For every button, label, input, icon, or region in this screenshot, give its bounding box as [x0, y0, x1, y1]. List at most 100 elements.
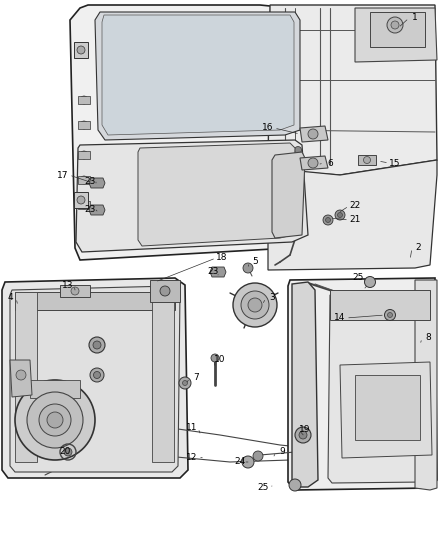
Text: 25: 25: [352, 272, 364, 281]
Circle shape: [289, 479, 301, 491]
Circle shape: [308, 129, 318, 139]
Circle shape: [80, 176, 88, 184]
Circle shape: [248, 298, 262, 312]
Text: 7: 7: [193, 374, 199, 383]
Text: 20: 20: [59, 448, 71, 456]
Circle shape: [89, 337, 105, 353]
Bar: [358, 155, 376, 165]
Bar: [74, 42, 88, 58]
Polygon shape: [89, 205, 105, 215]
Bar: [370, 12, 425, 47]
Circle shape: [294, 216, 301, 223]
Text: 14: 14: [334, 313, 346, 322]
Polygon shape: [292, 282, 318, 487]
Circle shape: [77, 46, 85, 54]
Circle shape: [93, 372, 100, 378]
Text: 3: 3: [269, 294, 275, 303]
Text: 19: 19: [299, 425, 311, 434]
Bar: [78, 201, 90, 209]
Circle shape: [388, 312, 392, 318]
Circle shape: [243, 263, 253, 273]
Circle shape: [242, 456, 254, 468]
Bar: [78, 151, 90, 159]
Text: 18: 18: [216, 254, 228, 262]
Circle shape: [391, 21, 399, 29]
Text: 4: 4: [7, 294, 13, 303]
Text: 11: 11: [186, 424, 198, 432]
Bar: [60, 285, 90, 297]
Polygon shape: [76, 140, 308, 252]
Circle shape: [385, 310, 396, 320]
Circle shape: [71, 287, 79, 295]
Circle shape: [80, 201, 88, 209]
Circle shape: [233, 283, 277, 327]
Circle shape: [93, 341, 101, 349]
Circle shape: [308, 158, 318, 168]
Polygon shape: [340, 362, 432, 458]
Polygon shape: [2, 278, 188, 478]
Bar: [330, 290, 430, 320]
Circle shape: [335, 210, 345, 220]
Text: 16: 16: [262, 124, 274, 133]
Circle shape: [364, 157, 371, 164]
Text: 23: 23: [84, 177, 95, 187]
Text: 22: 22: [350, 201, 360, 211]
Circle shape: [253, 451, 263, 461]
Circle shape: [39, 404, 71, 436]
Circle shape: [64, 448, 72, 456]
Circle shape: [323, 215, 333, 225]
Text: 23: 23: [84, 206, 95, 214]
Polygon shape: [300, 156, 328, 170]
Text: 17: 17: [57, 171, 69, 180]
Bar: [74, 192, 88, 208]
Text: 10: 10: [214, 356, 226, 365]
Bar: [15, 292, 37, 462]
Circle shape: [364, 277, 375, 287]
Circle shape: [77, 196, 85, 204]
Polygon shape: [272, 152, 305, 238]
Polygon shape: [10, 360, 32, 397]
Text: 24: 24: [234, 457, 246, 466]
Bar: [30, 380, 80, 398]
Circle shape: [179, 377, 191, 389]
Circle shape: [15, 380, 95, 460]
Bar: [355, 375, 420, 440]
Bar: [78, 96, 90, 104]
Polygon shape: [288, 278, 437, 490]
Circle shape: [211, 354, 219, 362]
Bar: [78, 121, 90, 129]
Polygon shape: [70, 5, 310, 260]
Polygon shape: [89, 178, 105, 188]
Circle shape: [325, 217, 331, 222]
Text: 23: 23: [207, 268, 219, 277]
Polygon shape: [102, 15, 294, 135]
Circle shape: [295, 427, 311, 443]
Circle shape: [294, 161, 301, 168]
Polygon shape: [268, 160, 437, 270]
Circle shape: [160, 286, 170, 296]
Bar: [78, 176, 90, 184]
Polygon shape: [328, 292, 433, 483]
Polygon shape: [355, 8, 437, 62]
Circle shape: [183, 381, 187, 385]
Polygon shape: [138, 143, 295, 246]
Circle shape: [80, 151, 88, 159]
Polygon shape: [268, 5, 437, 175]
Text: 8: 8: [425, 334, 431, 343]
Polygon shape: [210, 267, 226, 277]
Text: 21: 21: [350, 215, 360, 224]
Text: 9: 9: [279, 448, 285, 456]
Circle shape: [338, 213, 343, 217]
Circle shape: [294, 147, 301, 154]
Circle shape: [80, 121, 88, 129]
Text: 12: 12: [186, 454, 198, 463]
Circle shape: [299, 431, 307, 439]
Text: 5: 5: [252, 257, 258, 266]
Text: 15: 15: [389, 158, 401, 167]
Bar: [15, 292, 175, 310]
Polygon shape: [300, 126, 328, 142]
Circle shape: [27, 392, 83, 448]
Circle shape: [241, 291, 269, 319]
Bar: [150, 280, 180, 302]
Circle shape: [90, 368, 104, 382]
